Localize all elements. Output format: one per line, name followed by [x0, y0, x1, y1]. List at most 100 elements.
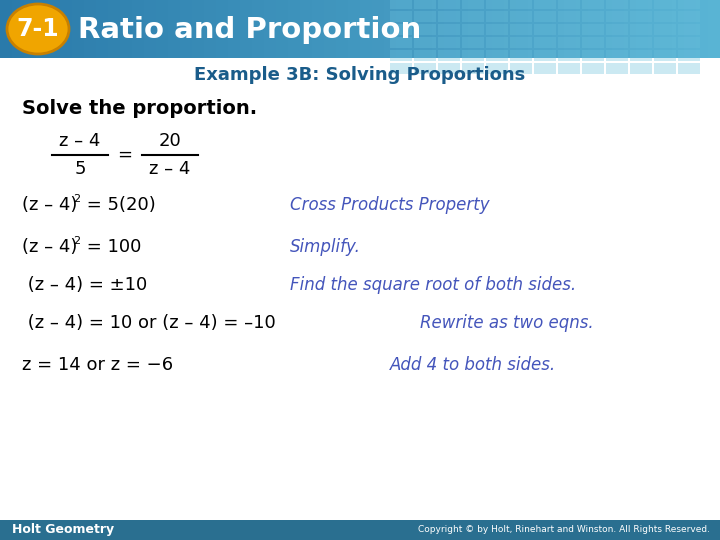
Polygon shape — [12, 0, 24, 58]
Polygon shape — [684, 0, 696, 58]
FancyBboxPatch shape — [438, 24, 460, 35]
FancyBboxPatch shape — [630, 11, 652, 22]
FancyBboxPatch shape — [558, 0, 580, 9]
Polygon shape — [504, 0, 516, 58]
FancyBboxPatch shape — [558, 24, 580, 35]
Polygon shape — [636, 0, 648, 58]
Polygon shape — [648, 0, 660, 58]
FancyBboxPatch shape — [510, 24, 532, 35]
FancyBboxPatch shape — [486, 50, 508, 61]
Text: Rewrite as two eqns.: Rewrite as two eqns. — [420, 314, 593, 332]
FancyBboxPatch shape — [414, 11, 436, 22]
FancyBboxPatch shape — [606, 24, 628, 35]
FancyBboxPatch shape — [582, 63, 604, 74]
Polygon shape — [612, 0, 624, 58]
FancyBboxPatch shape — [582, 50, 604, 61]
FancyBboxPatch shape — [558, 50, 580, 61]
FancyBboxPatch shape — [678, 0, 700, 9]
Text: Add 4 to both sides.: Add 4 to both sides. — [390, 356, 556, 374]
Polygon shape — [24, 0, 36, 58]
Polygon shape — [276, 0, 288, 58]
FancyBboxPatch shape — [558, 63, 580, 74]
Text: Find the square root of both sides.: Find the square root of both sides. — [290, 276, 576, 294]
Polygon shape — [372, 0, 384, 58]
FancyBboxPatch shape — [534, 24, 556, 35]
Polygon shape — [84, 0, 96, 58]
Polygon shape — [120, 0, 132, 58]
FancyBboxPatch shape — [654, 37, 676, 48]
Polygon shape — [384, 0, 396, 58]
Polygon shape — [156, 0, 168, 58]
FancyBboxPatch shape — [462, 0, 484, 9]
Polygon shape — [360, 0, 372, 58]
FancyBboxPatch shape — [438, 50, 460, 61]
Polygon shape — [516, 0, 528, 58]
Text: 7-1: 7-1 — [17, 17, 59, 41]
FancyBboxPatch shape — [390, 0, 412, 9]
Polygon shape — [708, 0, 720, 58]
Polygon shape — [96, 0, 108, 58]
FancyBboxPatch shape — [678, 50, 700, 61]
FancyBboxPatch shape — [462, 63, 484, 74]
Text: 5: 5 — [74, 160, 86, 178]
Polygon shape — [444, 0, 456, 58]
FancyBboxPatch shape — [486, 63, 508, 74]
FancyBboxPatch shape — [654, 0, 676, 9]
Polygon shape — [144, 0, 156, 58]
FancyBboxPatch shape — [534, 63, 556, 74]
FancyBboxPatch shape — [606, 11, 628, 22]
Polygon shape — [288, 0, 300, 58]
Polygon shape — [564, 0, 576, 58]
FancyBboxPatch shape — [606, 63, 628, 74]
Polygon shape — [0, 0, 12, 58]
FancyBboxPatch shape — [534, 0, 556, 9]
FancyBboxPatch shape — [534, 11, 556, 22]
FancyBboxPatch shape — [630, 50, 652, 61]
FancyBboxPatch shape — [390, 37, 412, 48]
FancyBboxPatch shape — [630, 63, 652, 74]
Text: z = 14 or z = −6: z = 14 or z = −6 — [22, 356, 173, 374]
FancyBboxPatch shape — [606, 37, 628, 48]
Polygon shape — [60, 0, 72, 58]
FancyBboxPatch shape — [606, 50, 628, 61]
Text: 2: 2 — [73, 194, 81, 204]
FancyBboxPatch shape — [438, 63, 460, 74]
Polygon shape — [540, 0, 552, 58]
FancyBboxPatch shape — [654, 63, 676, 74]
FancyBboxPatch shape — [630, 24, 652, 35]
FancyBboxPatch shape — [486, 11, 508, 22]
Text: Cross Products Property: Cross Products Property — [290, 196, 490, 214]
Text: z – 4: z – 4 — [149, 160, 191, 178]
Polygon shape — [72, 0, 84, 58]
Polygon shape — [624, 0, 636, 58]
FancyBboxPatch shape — [486, 0, 508, 9]
Polygon shape — [240, 0, 252, 58]
Polygon shape — [528, 0, 540, 58]
Polygon shape — [672, 0, 684, 58]
Polygon shape — [348, 0, 360, 58]
Polygon shape — [492, 0, 504, 58]
Polygon shape — [192, 0, 204, 58]
FancyBboxPatch shape — [390, 50, 412, 61]
FancyBboxPatch shape — [678, 24, 700, 35]
Text: =: = — [117, 146, 132, 164]
Polygon shape — [204, 0, 216, 58]
Text: = 5(20): = 5(20) — [81, 196, 156, 214]
FancyBboxPatch shape — [438, 0, 460, 9]
Polygon shape — [312, 0, 324, 58]
FancyBboxPatch shape — [438, 11, 460, 22]
FancyBboxPatch shape — [390, 63, 412, 74]
FancyBboxPatch shape — [582, 0, 604, 9]
Text: (z – 4) = ±10: (z – 4) = ±10 — [22, 276, 148, 294]
Text: Solve the proportion.: Solve the proportion. — [22, 98, 257, 118]
Polygon shape — [336, 0, 348, 58]
Polygon shape — [180, 0, 192, 58]
FancyBboxPatch shape — [654, 24, 676, 35]
Polygon shape — [432, 0, 444, 58]
FancyBboxPatch shape — [678, 63, 700, 74]
Text: (z – 4): (z – 4) — [22, 238, 77, 256]
FancyBboxPatch shape — [606, 0, 628, 9]
Text: Holt Geometry: Holt Geometry — [12, 523, 114, 537]
FancyBboxPatch shape — [630, 37, 652, 48]
Text: (z – 4): (z – 4) — [22, 196, 77, 214]
